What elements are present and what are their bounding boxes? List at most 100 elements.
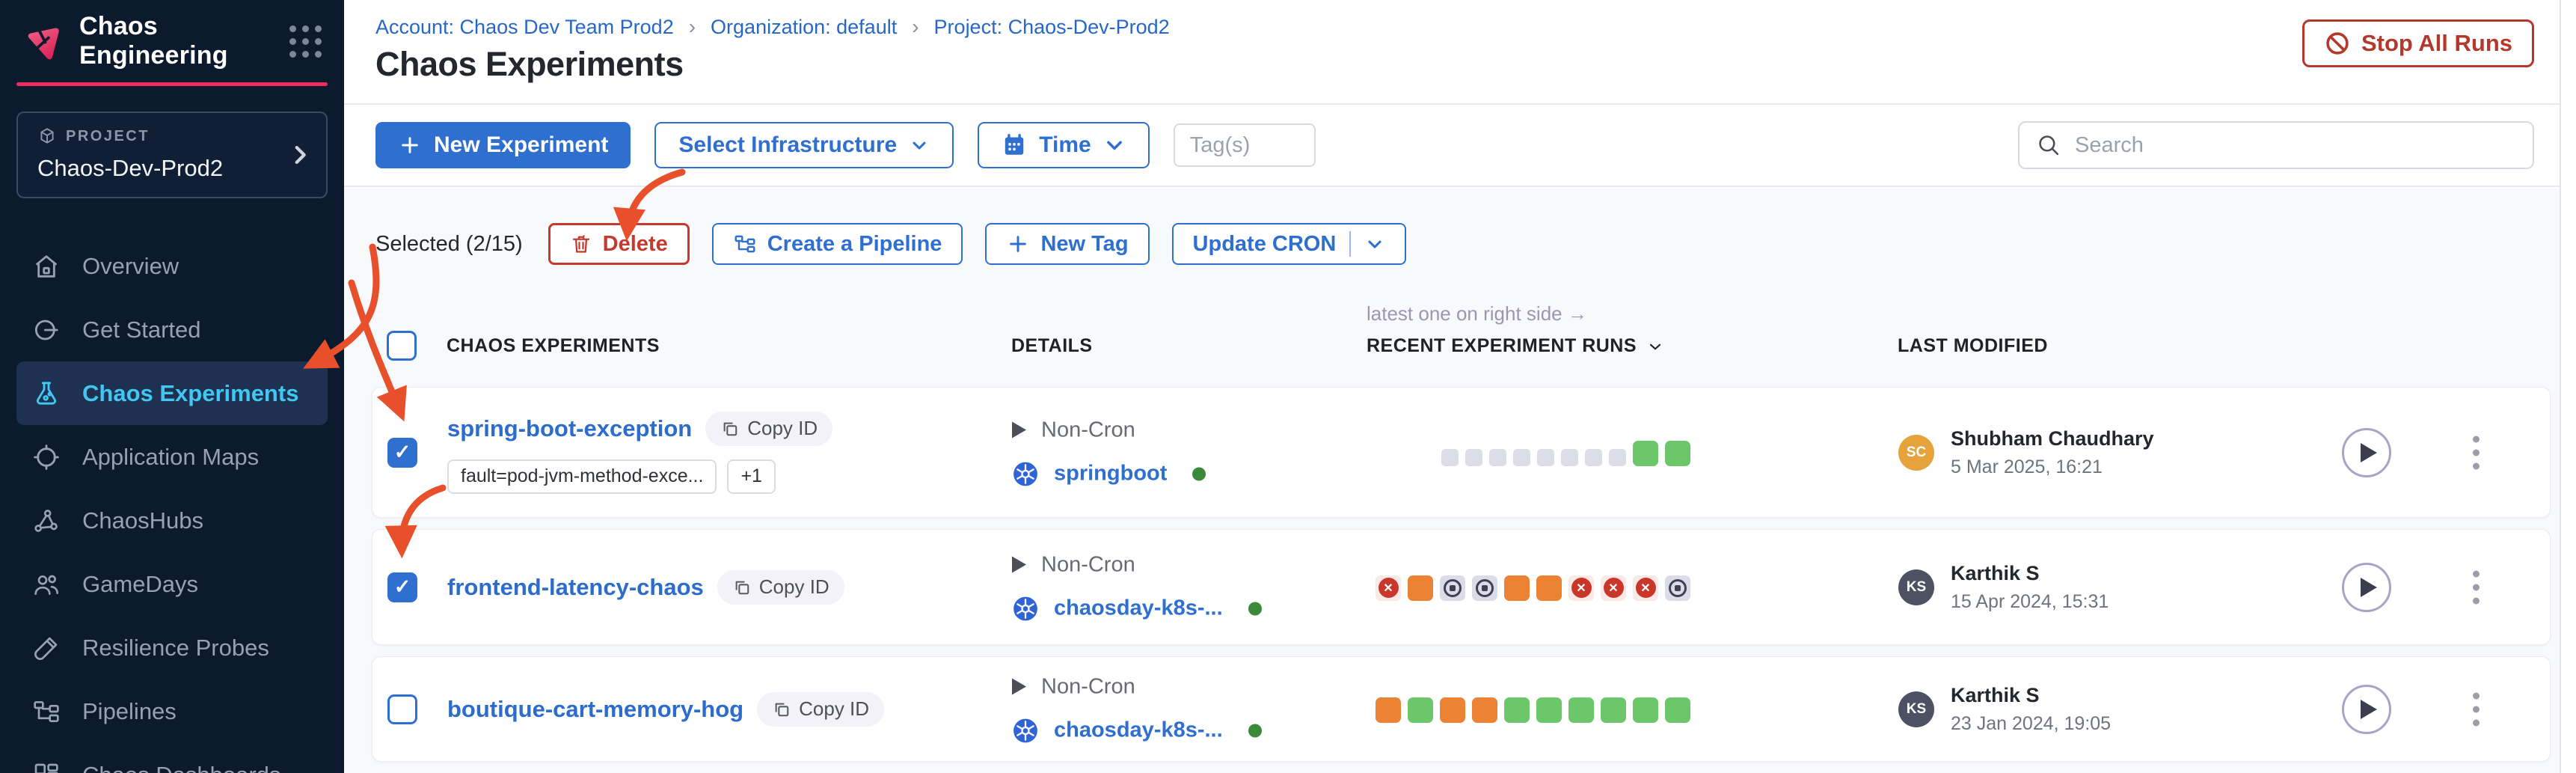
copy-id-button[interactable]: Copy ID — [705, 411, 833, 446]
run-status-stopped[interactable] — [1665, 575, 1690, 601]
toolbar: New Experiment Select Infrastructure Tim… — [344, 105, 2560, 187]
run-status-running[interactable] — [1536, 575, 1562, 601]
run-status-empty[interactable] — [1489, 448, 1506, 466]
run-experiment-button[interactable] — [2342, 427, 2391, 477]
sidebar-item-pipelines[interactable]: Pipelines — [0, 679, 344, 743]
run-status-empty[interactable] — [1441, 448, 1459, 466]
app-title: Chaos Engineering — [79, 12, 228, 70]
sidebar-item-chaos-dashboards[interactable]: Chaos Dashboards — [0, 743, 344, 773]
modified-by-name: Shubham Chaudhary — [1951, 427, 2154, 450]
run-status-empty[interactable] — [1537, 448, 1554, 466]
runs-order-note: latest one on right side → — [1367, 302, 1587, 325]
copy-id-button[interactable]: Copy ID — [757, 691, 885, 727]
column-last-modified: LAST MODIFIED — [1898, 335, 2048, 356]
run-status-success[interactable] — [1665, 697, 1690, 723]
run-status-running[interactable] — [1504, 575, 1530, 601]
run-status-failed[interactable]: ✕ — [1568, 575, 1594, 601]
row-menu-button[interactable] — [2467, 686, 2485, 732]
row-menu-button[interactable] — [2467, 564, 2485, 610]
stop-all-runs-label: Stop All Runs — [2361, 30, 2512, 56]
project-selector[interactable]: PROJECT Chaos-Dev-Prod2 — [16, 111, 328, 198]
experiment-row: boutique-cart-memory-hog Copy ID Non-Cro… — [372, 656, 2551, 762]
sidebar-item-gamedays[interactable]: GameDays — [0, 552, 344, 616]
breadcrumb-organization-link[interactable]: Organization: default — [711, 15, 898, 38]
time-filter-dropdown[interactable]: Time — [978, 122, 1150, 168]
run-status-success[interactable] — [1408, 697, 1433, 723]
select-all-checkbox[interactable] — [387, 331, 417, 361]
play-icon — [2361, 577, 2377, 597]
run-status-empty[interactable] — [1513, 448, 1530, 466]
column-recent-runs[interactable]: RECENT EXPERIMENT RUNS — [1367, 335, 1665, 357]
breadcrumb-project-link[interactable]: Project: Chaos-Dev-Prod2 — [933, 15, 1170, 38]
run-status-stopped[interactable] — [1472, 575, 1497, 601]
sidebar-item-resilience-probes[interactable]: Resilience Probes — [0, 616, 344, 679]
test-tube-icon — [34, 637, 58, 660]
row-menu-button[interactable] — [2467, 430, 2485, 475]
breadcrumb-account-link[interactable]: Account: Chaos Dev Team Prod2 — [375, 15, 674, 38]
run-status-running[interactable] — [1408, 575, 1433, 601]
row-checkbox[interactable]: ✓ — [387, 437, 417, 468]
run-status-success[interactable] — [1504, 697, 1530, 723]
sidebar-item-chaos-experiments[interactable]: Chaos Experiments — [16, 361, 328, 425]
recent-runs-strip — [1367, 696, 1690, 723]
create-pipeline-button[interactable]: Create a Pipeline — [711, 223, 963, 265]
row-checkbox[interactable] — [387, 694, 417, 724]
run-status-empty[interactable] — [1561, 448, 1578, 466]
expand-caret-icon[interactable] — [1012, 678, 1026, 695]
tags-filter-field — [1173, 123, 1316, 167]
run-status-success[interactable] — [1536, 697, 1562, 723]
infrastructure-link[interactable]: chaosday-k8s-... — [1054, 596, 1223, 620]
tags-filter-input[interactable] — [1189, 132, 1299, 158]
run-status-empty[interactable] — [1465, 448, 1482, 466]
run-status-failed[interactable]: ✕ — [1376, 575, 1401, 601]
row-checkbox[interactable]: ✓ — [387, 572, 417, 602]
run-status-stopped[interactable] — [1440, 575, 1465, 601]
run-status-success[interactable] — [1665, 440, 1690, 466]
delete-button[interactable]: Delete — [548, 223, 690, 265]
run-status-running[interactable] — [1472, 697, 1497, 723]
expand-caret-icon[interactable] — [1012, 556, 1026, 573]
new-tag-button[interactable]: New Tag — [985, 223, 1150, 265]
run-status-empty[interactable] — [1585, 448, 1602, 466]
app-switcher-icon[interactable] — [289, 25, 322, 58]
run-experiment-button[interactable] — [2342, 684, 2391, 734]
expand-caret-icon[interactable] — [1012, 421, 1026, 439]
sidebar-item-get-started[interactable]: Get Started — [0, 298, 344, 361]
run-status-running[interactable] — [1440, 697, 1465, 723]
run-experiment-button[interactable] — [2342, 562, 2391, 612]
cron-type-label: Non-Cron — [1041, 552, 1135, 576]
tag-list: fault=pod-jvm-method-exce... +1 — [447, 459, 832, 494]
run-status-success[interactable] — [1633, 440, 1658, 466]
home-icon — [35, 254, 58, 278]
sidebar-item-overview[interactable]: Overview — [0, 234, 344, 298]
new-experiment-button[interactable]: New Experiment — [375, 122, 631, 168]
sidebar-item-label: Chaos Dashboards — [82, 762, 280, 773]
run-status-empty[interactable] — [1609, 448, 1626, 466]
experiments-content: Selected (2/15) Delete Create a Pipeline… — [344, 189, 2560, 773]
update-cron-button[interactable]: Update CRON — [1171, 223, 1407, 265]
select-infrastructure-dropdown[interactable]: Select Infrastructure — [654, 122, 954, 168]
run-status-success[interactable] — [1601, 697, 1626, 723]
sidebar-item-application-maps[interactable]: Application Maps — [0, 425, 344, 489]
flask-icon — [36, 381, 57, 405]
sidebar-item-chaoshubs[interactable]: ChaosHubs — [0, 489, 344, 552]
infrastructure-link[interactable]: chaosday-k8s-... — [1054, 718, 1223, 742]
new-experiment-label: New Experiment — [434, 132, 609, 157]
experiment-name-link[interactable]: boutique-cart-memory-hog — [447, 695, 744, 722]
experiment-name-link[interactable]: frontend-latency-chaos — [447, 573, 704, 600]
run-status-running[interactable] — [1376, 697, 1401, 723]
search-input[interactable] — [2075, 132, 2516, 158]
copy-id-button[interactable]: Copy ID — [717, 569, 844, 605]
run-status-failed[interactable]: ✕ — [1633, 575, 1658, 601]
chevron-right-icon — [295, 145, 306, 165]
run-status-success[interactable] — [1633, 697, 1658, 723]
run-status-failed[interactable]: ✕ — [1601, 575, 1626, 601]
stop-all-runs-button[interactable]: Stop All Runs — [2301, 19, 2534, 67]
sidebar-item-label: GameDays — [82, 570, 199, 597]
run-status-success[interactable] — [1568, 697, 1594, 723]
experiment-name-link[interactable]: spring-boot-exception — [447, 415, 693, 442]
experiment-row: ✓ frontend-latency-chaos Copy ID Non-Cro… — [372, 529, 2551, 645]
selected-count-label: Selected (2/15) — [375, 231, 523, 256]
infrastructure-link[interactable]: springboot — [1054, 461, 1168, 486]
